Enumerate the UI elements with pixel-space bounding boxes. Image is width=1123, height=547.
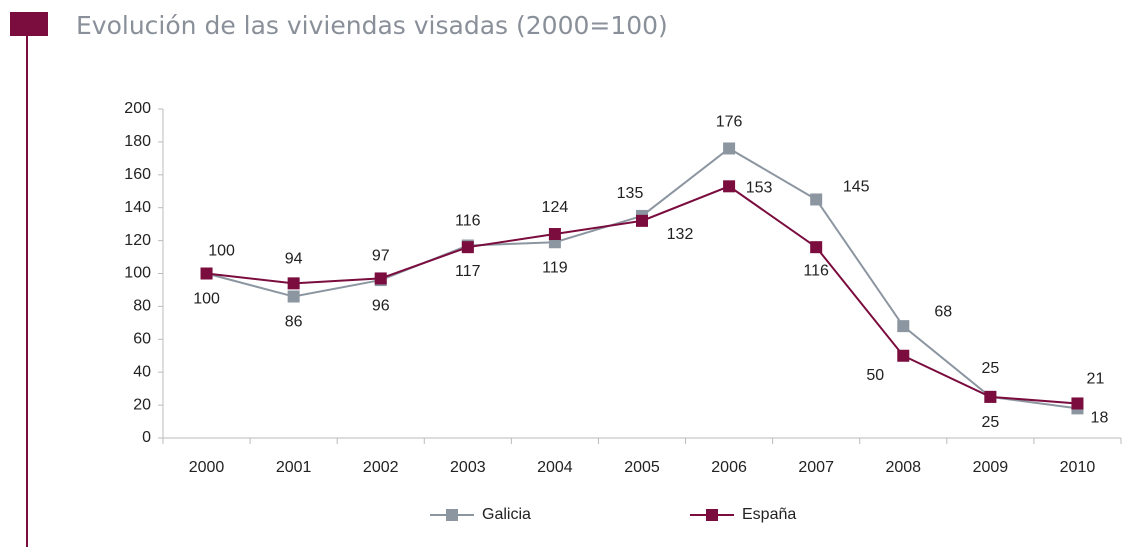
data-label: 132: [667, 226, 694, 243]
point-marker: [287, 290, 300, 303]
x-tick-label: 2005: [624, 459, 660, 476]
x-tick-label: 2000: [189, 459, 225, 476]
data-label: 96: [372, 297, 390, 314]
point-marker: [810, 193, 823, 206]
x-tick-label: 2004: [537, 459, 573, 476]
y-tick-label: 140: [124, 199, 151, 216]
point-marker: [636, 214, 648, 227]
data-label: 119: [542, 259, 568, 276]
title-marker: [10, 12, 48, 36]
data-label: 50: [866, 367, 884, 384]
data-label: 117: [455, 263, 481, 280]
point-marker: [897, 320, 910, 333]
data-label: 135: [617, 185, 644, 202]
y-tick-label: 160: [124, 166, 151, 183]
data-label: 25: [981, 360, 999, 377]
point-marker: [287, 277, 300, 290]
y-tick-label: 40: [133, 363, 151, 380]
y-tick-label: 180: [124, 133, 151, 150]
x-tick-label: 2001: [276, 459, 312, 476]
point-marker: [723, 142, 736, 155]
data-label: 145: [843, 179, 870, 196]
y-tick-label: 120: [124, 232, 151, 249]
y-tick-label: 60: [133, 331, 151, 348]
point-marker: [548, 228, 561, 241]
data-label: 116: [803, 262, 829, 279]
chart-title: Evolución de las viviendas visadas (2000…: [76, 11, 668, 40]
data-label: 68: [934, 303, 952, 320]
legend-marker: [706, 509, 718, 521]
point-marker: [200, 267, 213, 280]
point-marker: [984, 390, 997, 403]
x-tick-label: 2002: [363, 459, 399, 476]
point-marker: [461, 241, 474, 254]
data-label: 94: [285, 251, 303, 268]
x-tick-label: 2010: [1060, 459, 1096, 476]
y-tick-label: 200: [124, 100, 151, 117]
y-tick-label: 80: [133, 298, 151, 315]
legend-label: España: [742, 506, 796, 523]
y-tick-label: 20: [133, 396, 151, 413]
data-label: 86: [285, 314, 303, 331]
point-marker: [374, 272, 387, 285]
point-marker: [1071, 397, 1084, 410]
data-label: 21: [1087, 371, 1105, 388]
point-marker: [897, 349, 910, 362]
data-label: 100: [193, 291, 220, 308]
data-label: 97: [372, 248, 390, 265]
point-marker: [810, 241, 823, 254]
y-tick-label: 0: [142, 429, 151, 446]
legend-marker: [446, 509, 458, 521]
x-tick-label: 2008: [885, 459, 921, 476]
x-tick-label: 2006: [711, 459, 747, 476]
x-tick-label: 2003: [450, 459, 486, 476]
data-label: 116: [455, 212, 481, 229]
x-tick-label: 2007: [798, 459, 834, 476]
data-label: 18: [1091, 410, 1109, 427]
y-tick-label: 100: [124, 265, 151, 282]
data-label: 25: [981, 414, 999, 431]
x-tick-label: 2009: [973, 459, 1009, 476]
legend-label: Galicia: [482, 506, 531, 523]
data-label: 100: [208, 243, 235, 260]
data-label: 176: [716, 114, 743, 131]
point-marker: [723, 180, 736, 193]
data-label: 153: [746, 180, 773, 197]
data-label: 124: [542, 199, 569, 216]
